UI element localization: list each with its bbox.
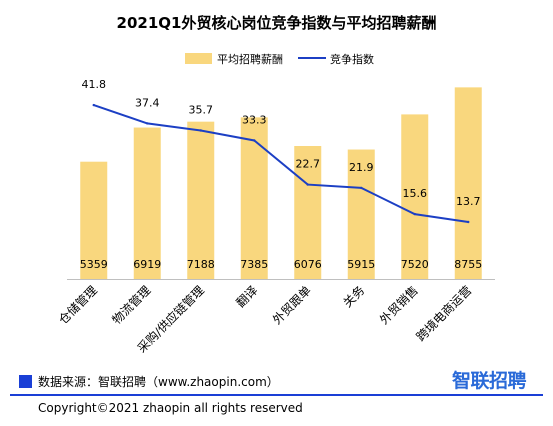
- bar-value-label: 5359: [80, 258, 108, 271]
- legend-swatch-salary: [185, 53, 212, 64]
- copyright-text: Copyright©2021 zhaopin all rights reserv…: [38, 401, 303, 415]
- bar: [454, 87, 482, 279]
- line-point: [360, 186, 363, 190]
- line-point: [413, 212, 416, 216]
- bar: [294, 146, 322, 279]
- bar: [347, 149, 375, 279]
- x-tick-label: 跨境电商运营: [413, 283, 475, 345]
- line-point: [146, 122, 149, 125]
- bar-value-label: 8755: [454, 258, 482, 271]
- line-point: [199, 129, 202, 132]
- line-value-label: 33.3: [242, 113, 267, 126]
- bar-value-label: 6076: [294, 258, 322, 271]
- line-point: [92, 103, 95, 107]
- bar: [401, 114, 429, 279]
- line-value-label: 37.4: [135, 96, 160, 109]
- bar-value-label: 7188: [187, 258, 215, 271]
- line-point: [467, 220, 470, 224]
- legend-label-competition: 竞争指数: [330, 52, 374, 66]
- bar: [240, 117, 268, 279]
- x-tick-label: 物流管理: [109, 283, 154, 328]
- source-marker-icon: [19, 374, 32, 388]
- line-value-label: 22.7: [296, 158, 321, 171]
- line-value-label: 35.7: [189, 103, 214, 116]
- x-tick-label: 外贸销售: [376, 283, 421, 328]
- x-tick-label: 关务: [340, 283, 368, 311]
- bar: [187, 121, 215, 280]
- legend-label-salary: 平均招聘薪酬: [217, 52, 283, 66]
- x-tick-label: 仓储管理: [55, 283, 100, 328]
- bar: [133, 127, 161, 279]
- bar-value-label: 5915: [347, 258, 375, 271]
- line-value-label: 41.8: [82, 78, 107, 91]
- bar: [80, 161, 108, 279]
- bar-value-label: 7520: [401, 258, 429, 271]
- line-value-label: 21.9: [349, 161, 374, 174]
- footer-divider: [10, 394, 543, 396]
- line-point: [253, 139, 256, 142]
- chart-area: 2021Q1外贸核心岗位竞争指数与平均招聘薪酬 平均招聘薪酬 竞争指数 5359 69…: [55, 14, 495, 355]
- chart-svg: 平均招聘薪酬 竞争指数 5359 6919 7188 7385 6076 5915 7520 87…: [55, 52, 495, 355]
- line-value-label: 13.7: [456, 195, 481, 208]
- line-point: [306, 183, 309, 186]
- brand-logo: 智联招聘: [452, 370, 527, 392]
- chart-title: 2021Q1外贸核心岗位竞争指数与平均招聘薪酬: [116, 14, 437, 32]
- bar-value-label: 7385: [240, 258, 268, 271]
- x-tick-label: 翻译: [233, 283, 260, 310]
- competition-line: [93, 104, 469, 223]
- x-tick-label: 外贸跟单: [270, 283, 314, 327]
- line-value-label: 15.6: [403, 187, 428, 200]
- bar-value-label: 6919: [133, 258, 161, 271]
- source-row: 数据来源：智联招聘（www.zhaopin.com）: [19, 372, 279, 390]
- source-text: 数据来源：智联招聘（www.zhaopin.com）: [38, 374, 279, 389]
